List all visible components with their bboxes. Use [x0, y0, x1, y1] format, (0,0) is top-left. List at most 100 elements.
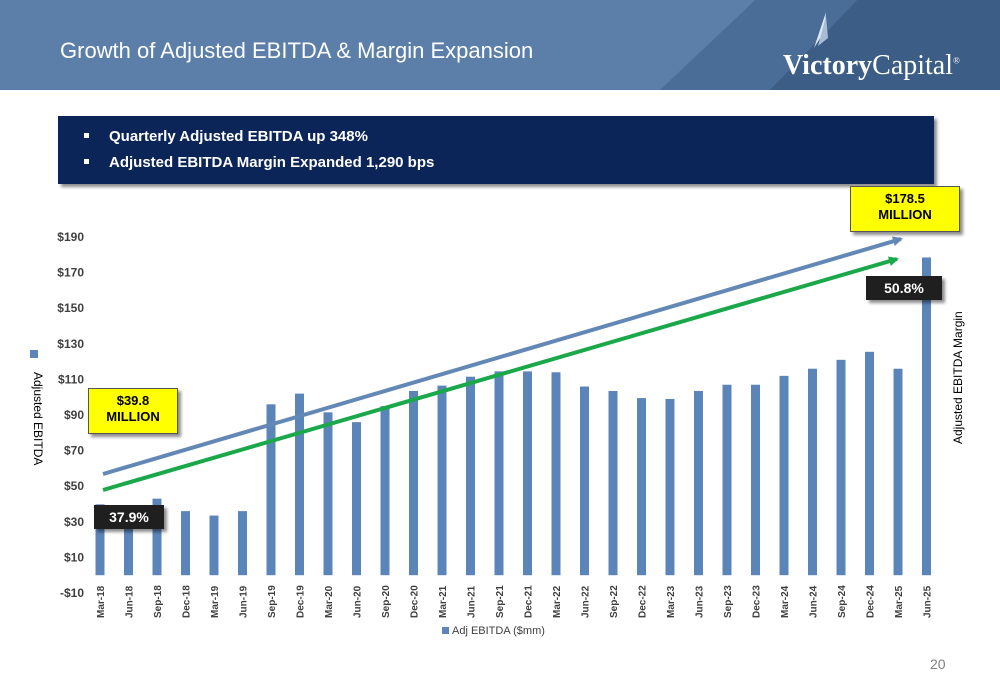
- start-margin-callout: 37.9%: [94, 505, 164, 529]
- x-tick-label: Jun-18: [125, 585, 136, 618]
- logo-registered: ®: [953, 55, 960, 66]
- margin-trend-arrow-green: [102, 256, 899, 492]
- x-tick-label: Dec-22: [638, 585, 649, 618]
- x-tick-label: Mar-21: [438, 585, 449, 618]
- x-tick-label: Mar-24: [780, 585, 791, 618]
- start-ebitda-unit: MILLION: [106, 409, 160, 424]
- x-tick-label: Sep-22: [609, 585, 620, 618]
- x-tick-label: Jun-25: [923, 585, 934, 618]
- x-tick-label: Mar-23: [666, 585, 677, 618]
- secondary-y-axis-label: Adjusted EBITDA Margin: [951, 311, 965, 444]
- bar-sep-21: [494, 371, 504, 576]
- bar-mar-25: [893, 368, 903, 576]
- bar-jun-23: [694, 390, 703, 576]
- x-tick-label: Dec-18: [182, 585, 193, 618]
- x-tick-label: Sep-23: [723, 585, 734, 618]
- header-bar: Growth of Adjusted EBITDA & Margin Expan…: [0, 0, 1000, 90]
- x-tick-label: Mar-25: [894, 585, 905, 618]
- x-tick-label: Dec-20: [410, 585, 421, 618]
- y-tick-label: $90: [64, 408, 84, 422]
- page-number: 20: [930, 656, 946, 672]
- bar-dec-18: [181, 511, 190, 576]
- bar-jun-21: [466, 376, 475, 576]
- bar-mar-21: [437, 385, 447, 576]
- end-ebitda-callout: $178.5 MILLION: [850, 186, 960, 232]
- x-tick-label: Jun-21: [467, 585, 478, 618]
- bar-mar-22: [551, 372, 561, 576]
- slide-title: Growth of Adjusted EBITDA & Margin Expan…: [60, 38, 534, 63]
- bar-sep-24: [836, 359, 846, 576]
- bar-jun-20: [352, 422, 361, 576]
- highlight-item: Quarterly Adjusted EBITDA up 348%: [84, 128, 368, 145]
- bar-dec-19: [295, 393, 304, 576]
- x-tick-label: Sep-24: [837, 585, 848, 618]
- bullet-square-icon: [84, 132, 89, 138]
- y-tick-label: $150: [57, 301, 84, 315]
- bar-sep-22: [608, 390, 618, 576]
- x-tick-label: Sep-20: [381, 585, 392, 618]
- y-axis-legend-swatch: [30, 350, 38, 358]
- highlight-text: Quarterly Adjusted EBITDA up 348%: [109, 128, 368, 145]
- y-tick-label: -$10: [60, 586, 84, 600]
- bar-mar-19: [209, 515, 219, 576]
- bar-dec-24: [865, 351, 874, 576]
- y-tick-label: $170: [57, 266, 84, 280]
- bar-sep-20: [380, 406, 390, 576]
- x-tick-label: Dec-21: [524, 585, 535, 618]
- y-tick-label: $70: [64, 444, 84, 458]
- bar-sep-19: [266, 404, 276, 576]
- bar-dec-21: [523, 371, 532, 576]
- legend-swatch: [442, 627, 449, 634]
- bar-sep-18: [152, 498, 162, 576]
- end-ebitda-unit: MILLION: [878, 207, 932, 222]
- y-tick-label: $190: [57, 230, 84, 244]
- x-tick-label: Sep-19: [267, 585, 278, 618]
- x-tick-label: Mar-19: [210, 585, 221, 618]
- x-tick-label: Jun-24: [809, 585, 820, 618]
- bar-jun-25: [922, 257, 931, 576]
- logo-text-bold: Victory: [783, 50, 873, 81]
- y-tick-label: $110: [58, 372, 84, 386]
- highlight-item: Adjusted EBITDA Margin Expanded 1,290 bp…: [84, 154, 434, 171]
- x-tick-label: Dec-24: [866, 585, 877, 618]
- logo: VictoryCapital®: [783, 50, 960, 82]
- x-tick-label: Jun-23: [695, 585, 706, 618]
- legend-label: Adj EBITDA ($mm): [452, 625, 545, 637]
- bar-mar-23: [665, 398, 675, 576]
- bar-dec-22: [637, 398, 646, 576]
- logo-sail-icon: [814, 12, 828, 48]
- y-tick-label: $130: [57, 337, 84, 351]
- bar-sep-23: [722, 384, 732, 576]
- end-margin-callout: 50.8%: [866, 276, 942, 300]
- bar-dec-20: [409, 390, 418, 576]
- highlight-text: Adjusted EBITDA Margin Expanded 1,290 bp…: [109, 154, 435, 171]
- y-tick-label: $30: [64, 515, 84, 529]
- x-tick-label: Mar-20: [324, 585, 335, 618]
- x-tick-label: Jun-22: [581, 585, 592, 618]
- bar-jun-19: [238, 511, 247, 576]
- x-tick-label: Mar-18: [96, 585, 107, 618]
- x-tick-label: Mar-22: [552, 585, 563, 618]
- x-tick-label: Dec-19: [296, 585, 307, 618]
- y-tick-label: $50: [64, 479, 84, 493]
- bar-mar-18: [95, 504, 105, 576]
- start-ebitda-callout: $39.8 MILLION: [88, 388, 178, 434]
- bar-jun-24: [808, 368, 817, 576]
- growth-trend-arrow-blue: [102, 236, 903, 476]
- y-tick-label: $10: [64, 550, 84, 564]
- bar-dec-23: [751, 384, 760, 576]
- bar-mar-20: [323, 412, 333, 576]
- bullet-square-icon: [84, 158, 89, 164]
- logo-text-regular: Capital: [872, 50, 954, 81]
- start-ebitda-value: $39.8: [116, 393, 150, 408]
- y-axis-label: Adjusted EBITDA: [31, 372, 45, 465]
- bar-mar-24: [779, 375, 789, 576]
- highlights-banner: Quarterly Adjusted EBITDA up 348% Adjust…: [58, 116, 934, 184]
- x-tick-label: Jun-19: [239, 585, 250, 618]
- bar-jun-22: [580, 386, 589, 576]
- end-ebitda-value: $178.5: [885, 191, 925, 206]
- x-tick-label: Sep-18: [153, 585, 164, 618]
- x-tick-label: Jun-20: [353, 585, 364, 618]
- bar-jun-18: [124, 505, 133, 576]
